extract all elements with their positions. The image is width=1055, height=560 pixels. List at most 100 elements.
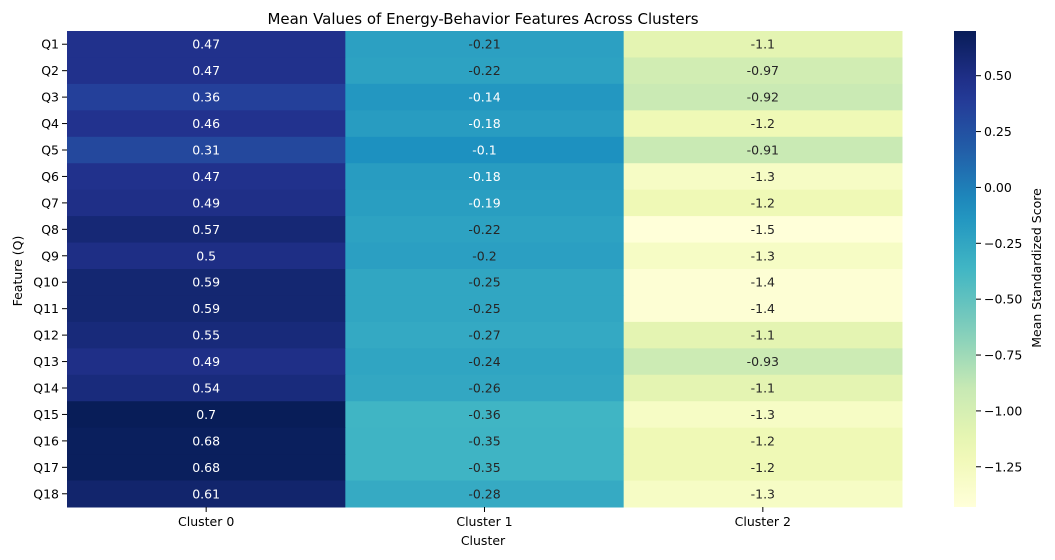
x-axis-label: Cluster bbox=[461, 533, 506, 548]
heatmap-cell bbox=[67, 31, 346, 58]
cell-value-label: -0.22 bbox=[468, 222, 500, 237]
cell-value-label: -0.1 bbox=[472, 143, 496, 158]
cell-value-label: 0.61 bbox=[192, 486, 220, 501]
heatmap-cell bbox=[67, 189, 346, 217]
y-tick-label: Q11 bbox=[33, 301, 59, 316]
heatmap-cell bbox=[623, 189, 903, 217]
heatmap-cell bbox=[345, 163, 625, 191]
cell-value-label: 0.47 bbox=[192, 37, 220, 52]
heatmap-cell bbox=[67, 401, 346, 429]
chart-title: Mean Values of Energy-Behavior Features … bbox=[267, 10, 698, 28]
heatmap-cell bbox=[623, 454, 903, 482]
y-tick-label: Q9 bbox=[41, 248, 59, 263]
heatmap-cell bbox=[67, 321, 346, 349]
cell-value-label: 0.68 bbox=[192, 460, 220, 475]
cell-value-label: -1.5 bbox=[751, 222, 775, 237]
y-tick-label: Q6 bbox=[41, 169, 59, 184]
cell-value-label: -1.3 bbox=[751, 486, 775, 501]
cell-value-label: -0.97 bbox=[747, 63, 779, 78]
cell-value-label: 0.54 bbox=[192, 381, 220, 396]
heatmap-cell bbox=[67, 427, 346, 455]
y-tick-label: Q13 bbox=[33, 354, 59, 369]
heatmap-cell bbox=[623, 57, 903, 85]
y-tick-label: Q15 bbox=[33, 407, 59, 422]
heatmap-cell bbox=[623, 348, 903, 376]
colorbar-tick-label: −0.50 bbox=[984, 292, 1022, 307]
heatmap-cell bbox=[623, 136, 903, 164]
cell-value-label: -0.28 bbox=[468, 486, 500, 501]
cell-value-label: -1.1 bbox=[751, 328, 775, 343]
cell-value-label: -0.36 bbox=[468, 407, 500, 422]
heatmap-cell bbox=[623, 269, 903, 296]
heatmap-cell bbox=[345, 427, 625, 455]
heatmap-cell bbox=[345, 83, 625, 111]
cell-value-label: 0.59 bbox=[192, 275, 220, 290]
heatmap-cell bbox=[345, 31, 625, 58]
y-tick-label: Q4 bbox=[41, 116, 59, 131]
cell-value-label: -0.22 bbox=[468, 63, 500, 78]
cell-value-label: 0.49 bbox=[192, 354, 220, 369]
x-tick-label: Cluster 1 bbox=[456, 514, 512, 529]
heatmap-cells: 0.47 -0.21 -1.1 0.47 -0.22 -0.97 0.36 -0.14 -0.9… bbox=[67, 31, 903, 508]
heatmap-cell bbox=[345, 57, 625, 85]
colorbar-tick-label: −1.00 bbox=[984, 403, 1022, 418]
y-tick-label: Q5 bbox=[41, 143, 59, 158]
colorbar-tick-label: 0.50 bbox=[984, 68, 1012, 83]
cell-value-label: -0.14 bbox=[468, 90, 500, 105]
cell-value-label: 0.46 bbox=[192, 116, 220, 131]
heatmap-cell bbox=[345, 242, 625, 270]
colorbar-tick-label: −0.25 bbox=[984, 236, 1022, 251]
cell-value-label: -0.25 bbox=[468, 301, 500, 316]
heatmap-cell bbox=[623, 83, 903, 111]
y-tick-label: Q18 bbox=[33, 486, 59, 501]
heatmap-cell bbox=[67, 216, 346, 244]
cell-value-label: -0.26 bbox=[468, 381, 500, 396]
cell-value-label: 0.7 bbox=[196, 407, 216, 422]
heatmap-cell bbox=[67, 295, 346, 323]
cell-value-label: 0.55 bbox=[192, 328, 220, 343]
colorbar-tick-label: 0.25 bbox=[984, 124, 1012, 139]
heatmap-cell bbox=[623, 163, 903, 191]
cell-value-label: -0.24 bbox=[468, 354, 500, 369]
cell-value-label: 0.57 bbox=[192, 222, 220, 237]
heatmap-cell bbox=[345, 269, 625, 296]
colorbar-tick-label: 0.00 bbox=[984, 180, 1012, 195]
heatmap-cell bbox=[345, 110, 625, 138]
heatmap-cell bbox=[345, 189, 625, 217]
heatmap-cell bbox=[67, 480, 346, 508]
heatmap-cell bbox=[67, 374, 346, 402]
heatmap-cell bbox=[345, 136, 625, 164]
cell-value-label: -1.3 bbox=[751, 169, 775, 184]
heatmap-cell bbox=[67, 110, 346, 138]
heatmap-cell bbox=[623, 295, 903, 323]
colorbar-tick-label: −0.75 bbox=[984, 348, 1022, 363]
x-tick-label: Cluster 2 bbox=[735, 514, 791, 529]
heatmap-cell bbox=[345, 216, 625, 244]
heatmap-cell bbox=[623, 374, 903, 402]
cell-value-label: -1.1 bbox=[751, 37, 775, 52]
axis-ticks: Q1 Q2 Q3 Q4 Q5 Q6 Q7 Q8 Q9 Q10 Q11 Q12 Q13 Q14 Q15 Q16 Q… bbox=[33, 37, 791, 529]
cell-value-label: 0.68 bbox=[192, 433, 220, 448]
cell-value-label: -0.2 bbox=[472, 248, 496, 263]
cell-value-label: -1.2 bbox=[751, 116, 775, 131]
cell-value-label: -0.18 bbox=[468, 169, 500, 184]
cell-value-label: -0.35 bbox=[468, 433, 500, 448]
heatmap-cell bbox=[345, 401, 625, 429]
y-tick-label: Q7 bbox=[41, 195, 59, 210]
cell-value-label: -0.25 bbox=[468, 275, 500, 290]
heatmap-cell bbox=[345, 348, 625, 376]
cell-value-label: 0.59 bbox=[192, 301, 220, 316]
cell-value-label: 0.49 bbox=[192, 195, 220, 210]
heatmap-cell bbox=[623, 242, 903, 270]
cell-value-label: -0.19 bbox=[468, 195, 500, 210]
y-tick-label: Q8 bbox=[41, 222, 59, 237]
y-tick-label: Q12 bbox=[33, 328, 59, 343]
heatmap-cell bbox=[67, 163, 346, 191]
y-axis-label: Feature (Q) bbox=[10, 236, 25, 307]
colorbar-gradient bbox=[954, 31, 976, 507]
cell-value-label: -1.4 bbox=[751, 275, 775, 290]
cell-value-label: -1.1 bbox=[751, 381, 775, 396]
cell-value-label: -0.27 bbox=[468, 328, 500, 343]
heatmap-cell bbox=[623, 480, 903, 508]
